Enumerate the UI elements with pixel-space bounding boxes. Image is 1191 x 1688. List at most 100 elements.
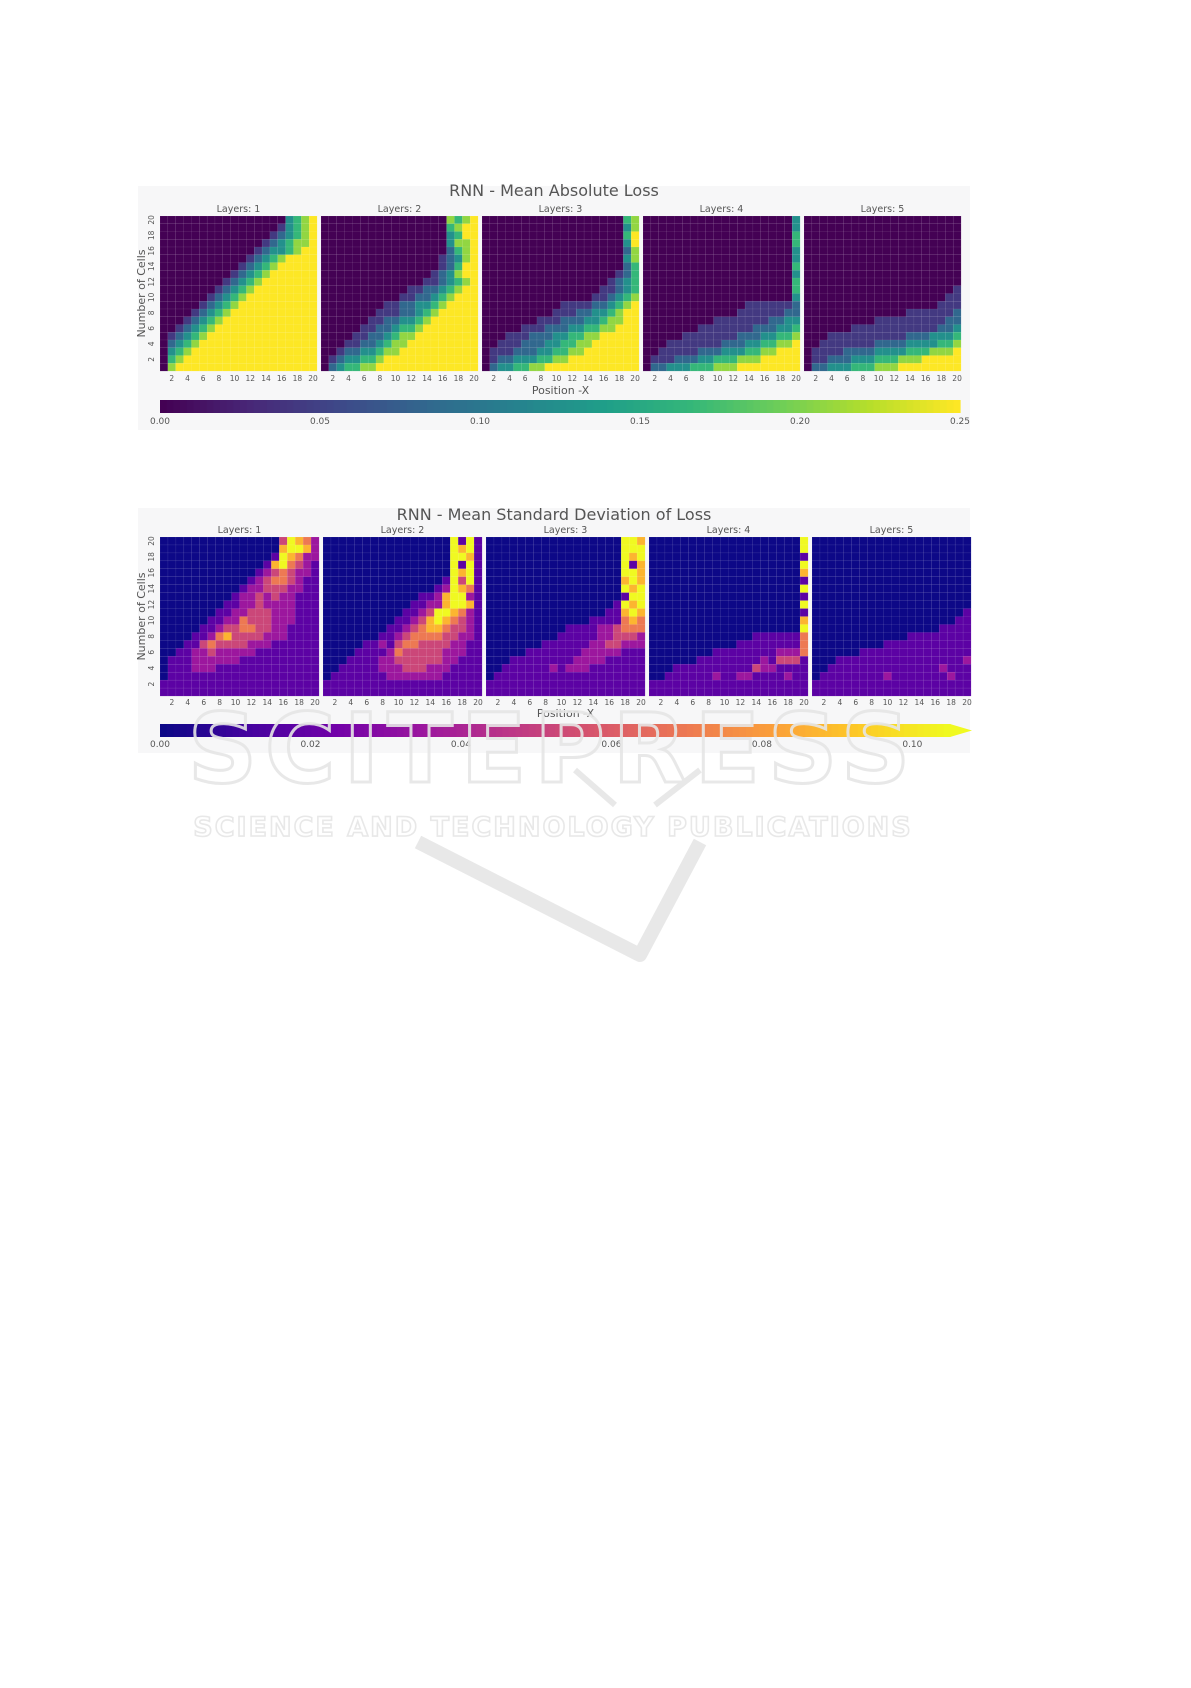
heatmap-cell: [206, 239, 216, 248]
heatmap-cell: [737, 254, 746, 263]
heatmap-cell: [713, 355, 722, 364]
heatmap-cell: [206, 262, 216, 271]
heatmap-cell: [768, 640, 777, 649]
x-tick-label: 2: [330, 374, 335, 383]
heatmap-cell: [672, 536, 682, 546]
heatmap-cell: [835, 552, 845, 562]
heatmap-cell: [223, 632, 232, 641]
heatmap-cell: [605, 608, 614, 617]
heatmap-cell: [222, 293, 231, 302]
heatmap-cell: [536, 363, 546, 372]
heatmap-cell: [386, 592, 395, 601]
heatmap-cell: [367, 262, 377, 271]
heatmap-cell: [597, 552, 606, 562]
heatmap-cell: [391, 293, 400, 302]
heatmap-cell: [597, 640, 606, 649]
heatmap-cell: [620, 664, 630, 673]
heatmap-cell: [402, 664, 411, 673]
heatmap-cell: [175, 355, 184, 364]
heatmap-cell: [891, 656, 900, 665]
heatmap-cell: [454, 239, 463, 248]
colorbar-segment: [586, 400, 594, 413]
heatmap-cell: [501, 671, 511, 681]
heatmap-cell: [399, 262, 408, 271]
heatmap-cell: [737, 308, 746, 318]
x-tick-label: 10: [874, 374, 884, 383]
heatmap-cell: [263, 632, 272, 641]
heatmap-cell: [246, 262, 255, 271]
heatmap-cell: [199, 671, 209, 681]
colorbar-segment: [469, 724, 477, 737]
heatmap-cell: [843, 616, 853, 625]
heatmap-cell: [528, 246, 538, 256]
heatmap-cell: [191, 679, 201, 689]
heatmap-cell: [223, 600, 232, 609]
heatmap-cell: [183, 576, 193, 586]
heatmap-cell: [704, 536, 713, 546]
heatmap-cell: [664, 560, 674, 570]
heatmap-cell: [294, 679, 304, 689]
heatmap-cell: [704, 576, 713, 586]
heatmap-cell: [803, 270, 813, 279]
heatmap-cell: [308, 301, 318, 310]
heatmap-cell: [263, 608, 272, 617]
heatmap-cell: [410, 576, 419, 586]
heatmap-cell: [581, 592, 590, 601]
heatmap-cell: [589, 544, 598, 554]
heatmap-cell: [713, 270, 722, 279]
colorbar-segment: [246, 400, 254, 413]
heatmap-cell: [937, 347, 946, 356]
heatmap-cell: [422, 270, 432, 279]
heatmap-cell: [874, 355, 883, 364]
heatmap-cell: [505, 332, 514, 341]
heatmap-cell: [253, 308, 263, 318]
heatmap-cell: [688, 624, 698, 633]
heatmap-cell: [776, 584, 785, 593]
heatmap-cell: [630, 270, 640, 279]
heatmap-cell: [328, 270, 338, 279]
heatmap-cell: [642, 223, 652, 232]
heatmap-cell: [689, 355, 699, 364]
heatmap-cell: [946, 584, 956, 593]
heatmap-cell: [952, 246, 962, 256]
heatmap-cell: [591, 347, 601, 356]
heatmap-cell: [247, 544, 256, 554]
heatmap-cell: [784, 215, 793, 225]
heatmap-cell: [835, 285, 844, 294]
heatmap-cell: [223, 552, 232, 562]
heatmap-cell: [929, 316, 938, 325]
heatmap-cell: [721, 223, 730, 232]
colorbar-segment: [653, 724, 661, 737]
heatmap-cell: [589, 592, 598, 601]
heatmap-cell: [737, 339, 746, 349]
heatmap-cell: [866, 239, 875, 248]
heatmap-cell: [945, 254, 954, 263]
heatmap-cell: [819, 293, 828, 302]
heatmap-cell: [255, 608, 264, 617]
heatmap-cell: [962, 624, 972, 633]
heatmap-cell: [954, 656, 964, 665]
heatmap-cell: [362, 552, 372, 562]
heatmap-cell: [599, 285, 608, 294]
heatmap-cell: [336, 332, 345, 341]
heatmap-cell: [867, 568, 876, 578]
heatmap-cell: [320, 332, 330, 341]
heatmap-cell: [438, 293, 447, 302]
heatmap-cell: [648, 679, 658, 689]
x-tick-label: 8: [217, 698, 222, 707]
heatmap-cell: [222, 270, 231, 279]
heatmap-cell: [521, 332, 530, 341]
colorbar-segment: [285, 724, 293, 737]
heatmap-cell: [954, 576, 964, 586]
heatmap-cell: [858, 293, 868, 302]
colorbar-segment: [331, 724, 339, 737]
heatmap-cell: [344, 254, 353, 263]
heatmap-cell: [664, 664, 674, 673]
colorbar-segment: [706, 724, 714, 737]
heatmap-cell: [721, 316, 730, 325]
heatmap-cell: [819, 324, 828, 333]
heatmap-cell: [560, 339, 569, 349]
heatmap-cell: [322, 664, 332, 673]
heatmap-cell: [222, 262, 231, 271]
heatmap-cell: [167, 552, 177, 562]
